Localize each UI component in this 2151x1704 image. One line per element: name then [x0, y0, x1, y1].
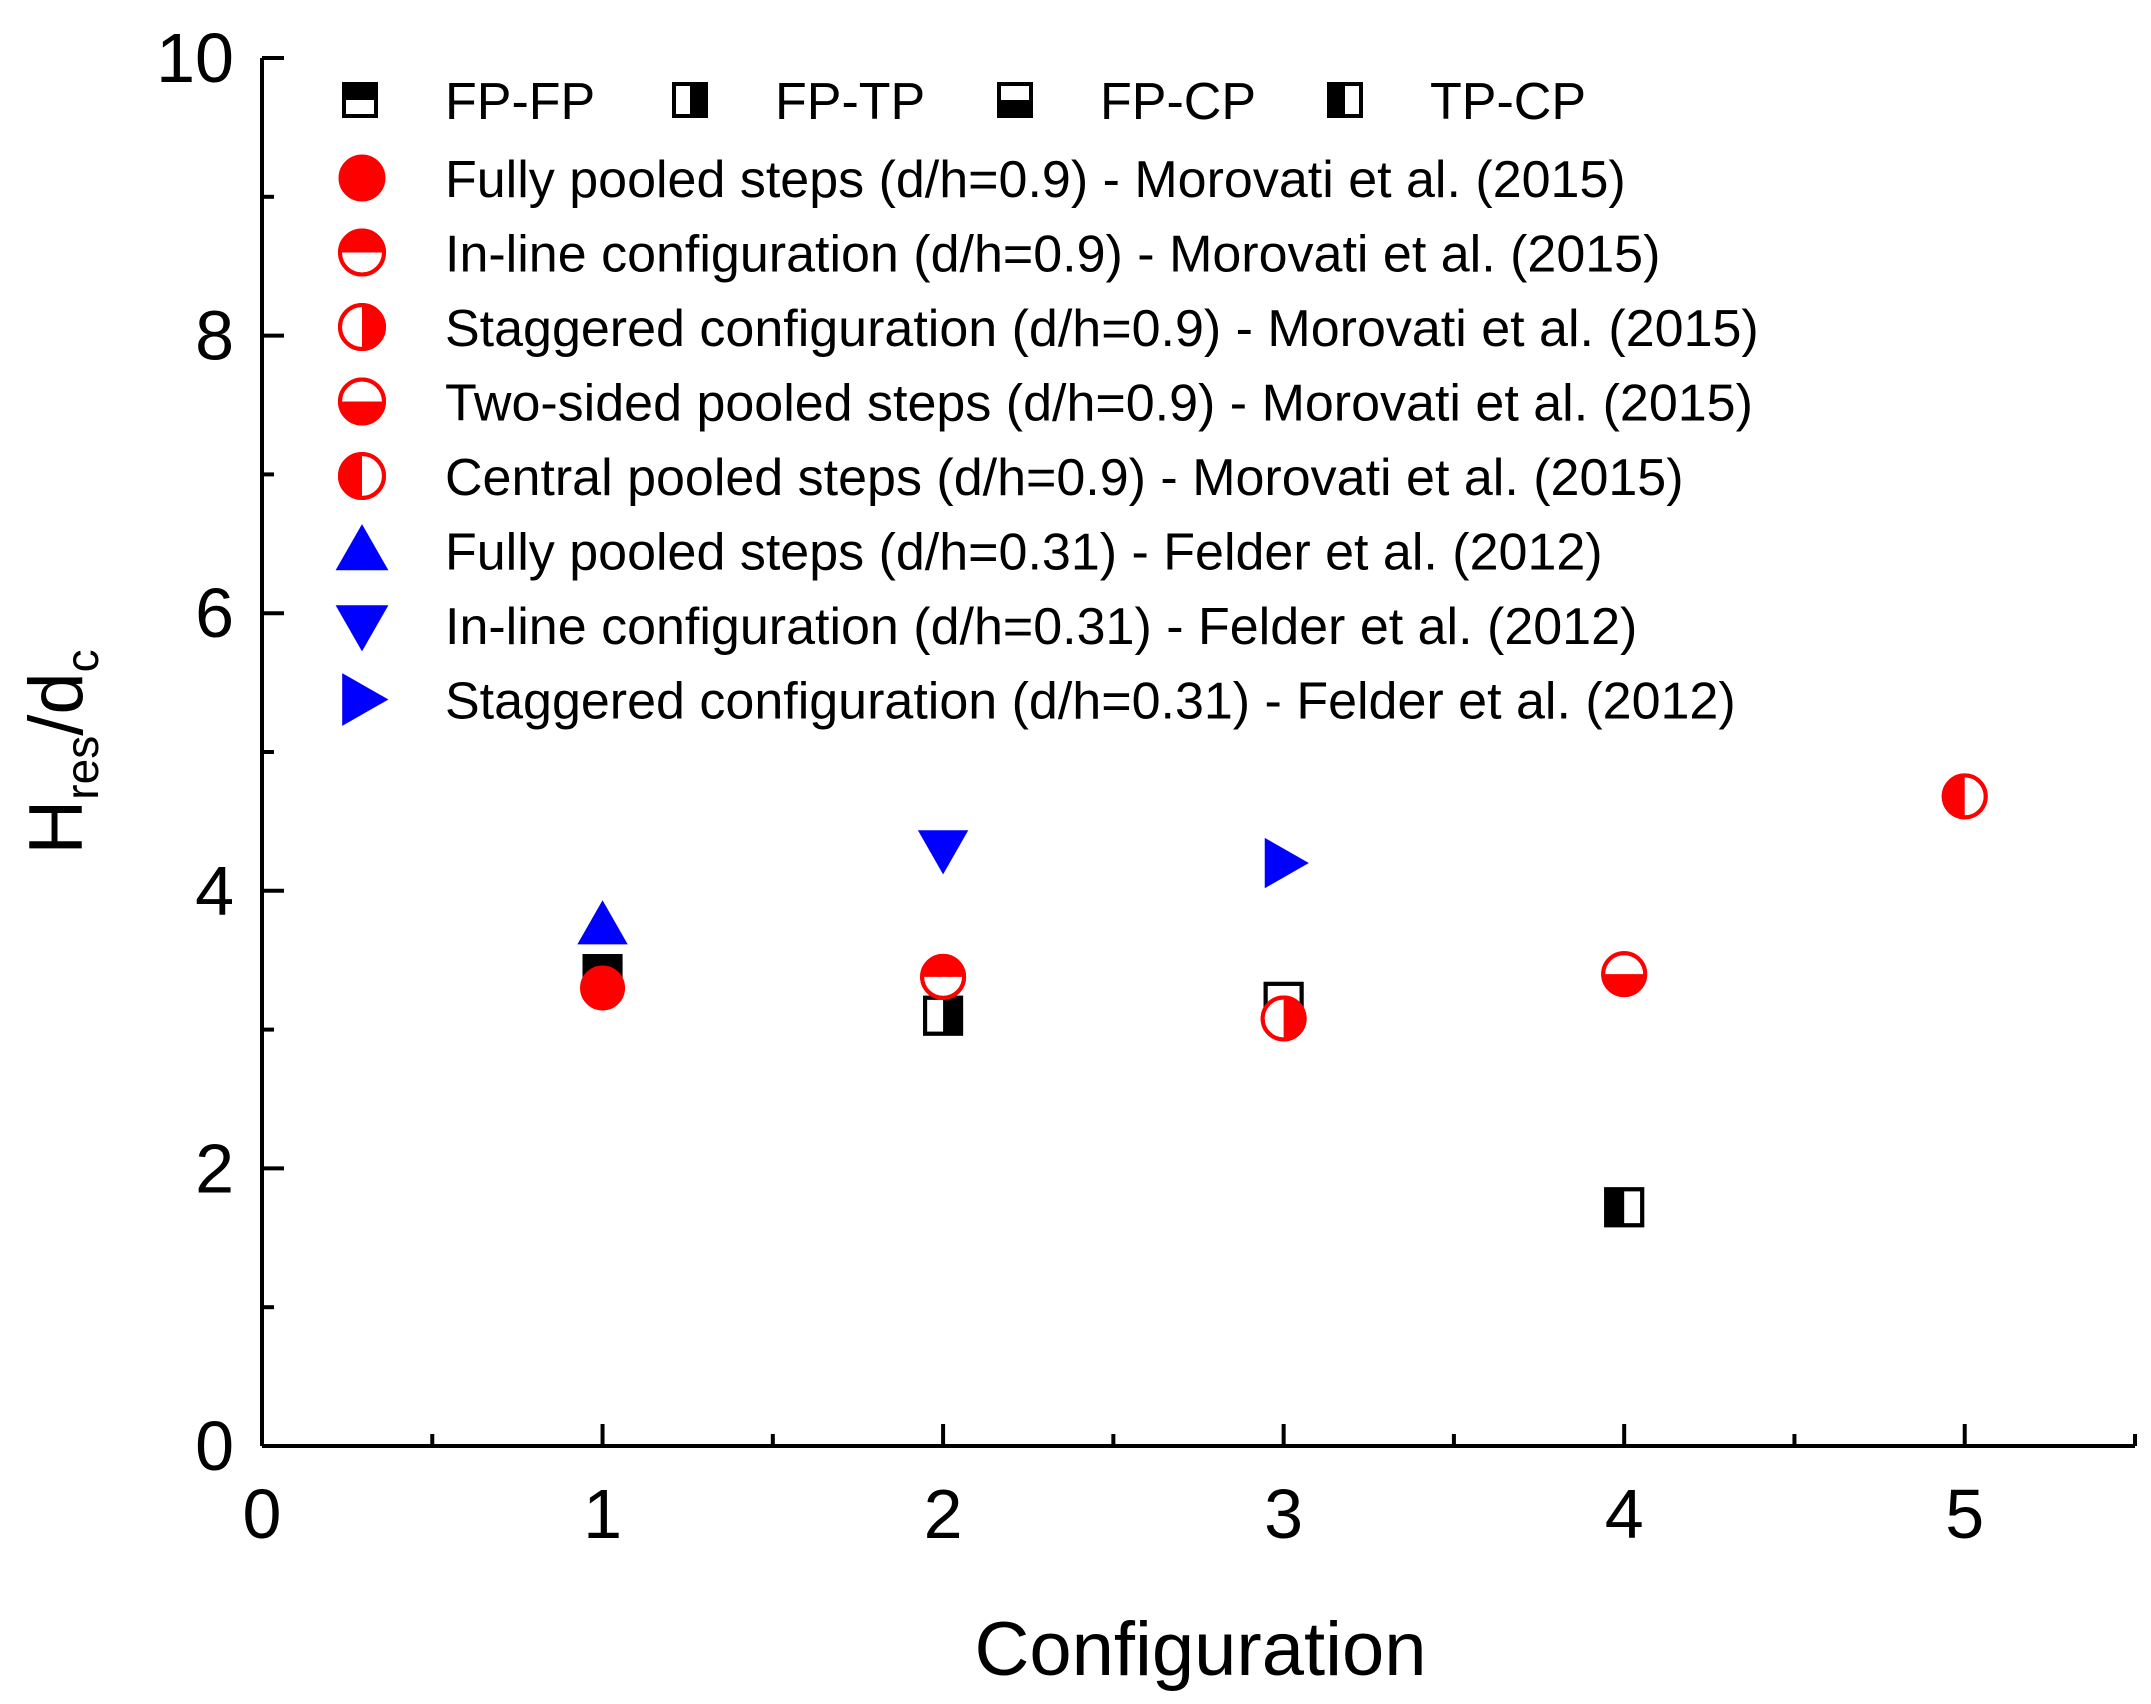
data-point: [923, 995, 964, 1036]
legend-label: Staggered configuration (d/h=0.31) - Fel…: [445, 673, 1736, 731]
legend-marker: [342, 673, 389, 726]
data-point: [917, 830, 969, 875]
y-title-sub1: res: [56, 736, 108, 800]
data-point: [580, 965, 626, 1011]
legend-marker: [338, 228, 386, 277]
legend-marker: [342, 82, 378, 118]
legend-label: Staggered configuration (d/h=0.9) - Moro…: [445, 300, 1759, 358]
data-points: [577, 773, 1988, 1228]
data-point: [1601, 951, 1648, 998]
data-point: [577, 900, 628, 945]
data-point: [1264, 837, 1309, 889]
y-title-slash: /d: [14, 672, 99, 735]
legend-marker: [335, 524, 389, 571]
data-point: [920, 953, 967, 1000]
x-tick-label: 4: [1605, 1475, 1644, 1553]
ticks: 0 1 2 3 4 5 0 2 4 6 8 10: [156, 19, 2137, 1553]
legend-marker: [672, 82, 708, 118]
legend-label: In-line configuration (d/h=0.9) - Morova…: [445, 226, 1660, 284]
y-axis-title: Hres/dc: [14, 649, 108, 854]
legend-label: Fully pooled steps (d/h=0.9) - Morovati …: [445, 151, 1626, 209]
y-tick-label: 10: [156, 19, 234, 97]
y-tick-label: 0: [195, 1407, 234, 1485]
legend-marker: [338, 154, 386, 202]
x-tick-label: 1: [583, 1475, 622, 1553]
x-tick-label: 2: [924, 1475, 963, 1553]
legend-marker: [335, 605, 389, 652]
legend-label: FP-FP: [445, 73, 595, 131]
data-point: [1941, 773, 1988, 820]
legend-label: In-line configuration (d/h=0.31) - Felde…: [445, 598, 1637, 656]
legend-marker: [338, 303, 386, 351]
legend-marker: [338, 452, 386, 500]
legend-label: Fully pooled steps (d/h=0.31) - Felder e…: [445, 524, 1603, 582]
y-title-sub2: c: [56, 649, 108, 672]
y-tick-label: 6: [195, 574, 234, 652]
y-tick-label: 8: [195, 297, 234, 375]
legend-label: Two-sided pooled steps (d/h=0.9) - Morov…: [445, 375, 1753, 433]
x-tick-label: 5: [1945, 1475, 1984, 1553]
y-tick-label: 2: [195, 1129, 234, 1207]
legend-marker: [338, 377, 386, 426]
x-axis-title: Configuration: [974, 1607, 1426, 1692]
data-point: [1604, 1187, 1645, 1228]
legend-marker: [1327, 82, 1363, 118]
data-point: [1260, 995, 1307, 1042]
legend-label: FP-CP: [1100, 73, 1256, 131]
y-title-main: H: [14, 800, 99, 855]
legend: FP-FP FP-TP FP-CP TP-CP Fully pooled steps (…: [335, 73, 1759, 731]
legend-label: Central pooled steps (d/h=0.9) - Morovat…: [445, 449, 1684, 507]
legend-marker: [997, 82, 1033, 118]
legend-label: TP-CP: [1430, 73, 1586, 131]
y-tick-label: 4: [195, 852, 234, 930]
x-tick-label: 3: [1264, 1475, 1303, 1553]
legend-label: FP-TP: [775, 73, 925, 131]
x-tick-label: 0: [243, 1475, 282, 1553]
